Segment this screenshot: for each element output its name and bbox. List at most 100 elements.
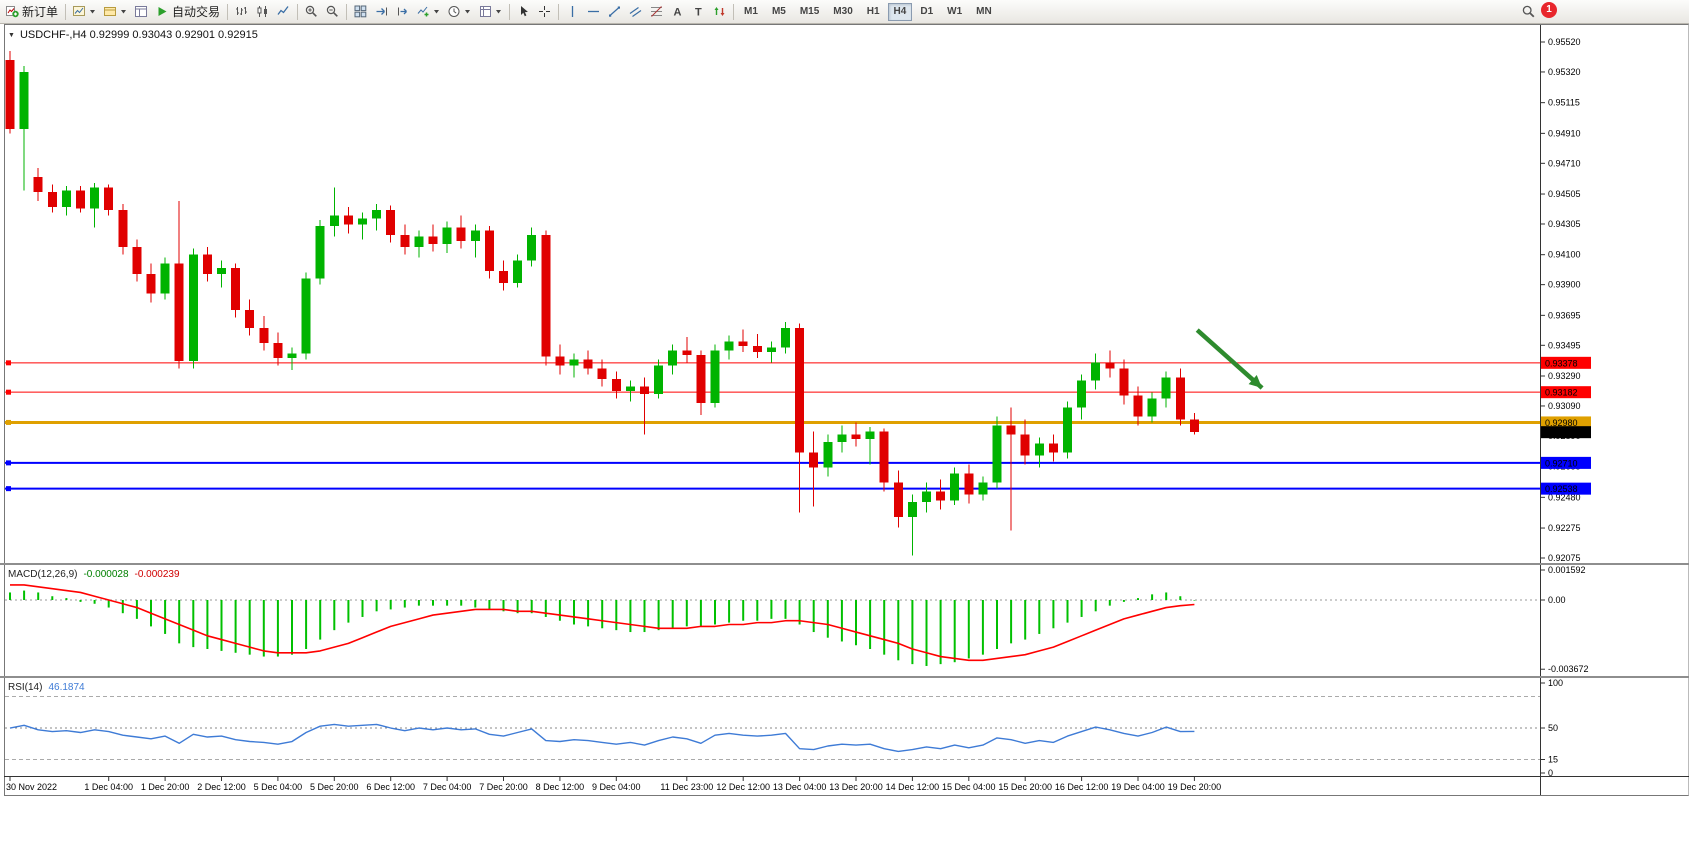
candle xyxy=(90,182,100,228)
candles-icon xyxy=(257,6,268,17)
timeframe-mn-button[interactable]: MN xyxy=(970,3,998,21)
rsi-panel-separator[interactable] xyxy=(0,676,1689,678)
candle xyxy=(795,323,805,513)
candle xyxy=(1034,437,1044,468)
text-tool-button[interactable]: A xyxy=(667,2,688,22)
new-order-button[interactable]: 新订单 xyxy=(2,2,62,22)
macd-name: MACD(12,26,9) xyxy=(8,569,78,580)
periods-button[interactable] xyxy=(444,2,475,22)
candle xyxy=(1105,350,1115,378)
candle xyxy=(1175,368,1185,426)
candle xyxy=(766,341,776,363)
data-window-button[interactable] xyxy=(131,2,152,22)
candle xyxy=(1077,374,1087,420)
toolbar: 新订单 自动交易 A T M1 M5 M15 M30 H1 H4 D1 W1 MN xyxy=(0,0,1689,24)
labelT-icon: T xyxy=(695,7,702,19)
zoom-in-button[interactable] xyxy=(301,2,322,22)
vertical-line-tool-button[interactable] xyxy=(562,2,583,22)
candle xyxy=(611,371,621,399)
timeframe-h4-button[interactable]: H4 xyxy=(887,2,913,21)
timeframe-m5-button[interactable]: M5 xyxy=(766,3,792,21)
new-chart-icon xyxy=(73,6,86,16)
candle xyxy=(245,299,255,336)
zoom-out-button[interactable] xyxy=(322,2,343,22)
arrows-tool-button[interactable] xyxy=(709,2,730,22)
timeframe-m1-button[interactable]: M1 xyxy=(738,3,764,21)
data-window-icon xyxy=(135,6,148,17)
candlestick-chart-type-button[interactable] xyxy=(252,2,273,22)
dropdown-arrow-icon xyxy=(121,10,127,14)
crosshair-tool-button[interactable] xyxy=(534,2,555,22)
candle xyxy=(823,434,833,477)
trend-arrow-annotation[interactable] xyxy=(1195,328,1264,390)
chart-menu-icon[interactable]: ▼ xyxy=(8,31,15,39)
toolbar-separator xyxy=(733,3,735,20)
rsi-line xyxy=(9,723,1195,753)
auto-trading-button[interactable]: 自动交易 xyxy=(152,2,224,22)
candle xyxy=(315,220,325,285)
clock-icon xyxy=(448,6,460,17)
time-axis[interactable] xyxy=(5,777,1540,795)
candle xyxy=(259,316,269,351)
candle xyxy=(61,185,71,216)
candle xyxy=(19,65,29,191)
search-button[interactable] xyxy=(1518,2,1539,22)
timeframe-h1-button[interactable]: H1 xyxy=(861,3,886,21)
horizontal-line[interactable] xyxy=(5,389,1540,395)
bar-chart-type-button[interactable] xyxy=(231,2,252,22)
candle xyxy=(358,212,367,240)
profiles-button[interactable] xyxy=(100,2,131,22)
macd-signal-line xyxy=(10,584,1195,662)
candle xyxy=(1119,359,1129,405)
macd-main-value: -0.000028 xyxy=(83,569,129,580)
candle xyxy=(527,227,537,267)
auto-scroll-button[interactable] xyxy=(371,2,392,22)
horizontal-line-tool-button[interactable] xyxy=(583,2,604,22)
candle xyxy=(400,224,410,255)
timeframe-m15-button[interactable]: M15 xyxy=(794,3,825,21)
channel-tool-button[interactable] xyxy=(625,2,646,22)
candle xyxy=(696,350,706,415)
tile-windows-button[interactable] xyxy=(350,2,371,22)
horizontal-line[interactable] xyxy=(5,486,1540,492)
horizontal-line[interactable] xyxy=(5,460,1540,466)
candle xyxy=(992,416,1002,489)
toolbar-separator xyxy=(558,3,560,20)
templates-button[interactable] xyxy=(475,2,506,22)
auto-trading-button-label: 自动交易 xyxy=(172,5,221,19)
zoomout-icon xyxy=(326,5,338,17)
candle xyxy=(710,344,720,408)
indicators-button[interactable] xyxy=(413,2,444,22)
label-tool-button[interactable]: T xyxy=(688,2,709,22)
new-order-icon xyxy=(6,6,19,18)
timeframe-m30-button[interactable]: M30 xyxy=(827,3,858,21)
trendline-tool-button[interactable] xyxy=(604,2,625,22)
candle xyxy=(555,344,565,375)
new-chart-button[interactable] xyxy=(69,2,100,22)
tile-icon xyxy=(354,5,367,18)
horizontal-line[interactable] xyxy=(5,360,1540,366)
candle xyxy=(104,184,114,216)
candle xyxy=(513,254,523,288)
line-chart-type-button[interactable] xyxy=(273,2,294,22)
templates-icon xyxy=(480,6,492,17)
autoscroll-icon xyxy=(376,7,388,16)
price-axis[interactable] xyxy=(1541,25,1689,776)
candle xyxy=(273,332,283,366)
notification-badge[interactable]: 1 xyxy=(1541,2,1557,18)
chart-shift-button[interactable] xyxy=(392,2,413,22)
play-icon xyxy=(158,7,167,16)
profiles-icon xyxy=(104,7,117,16)
candle xyxy=(372,203,382,231)
macd-panel-separator[interactable] xyxy=(0,563,1689,565)
horizontal-line[interactable] xyxy=(5,419,1540,425)
timeframe-d1-button[interactable]: D1 xyxy=(914,3,939,21)
candle xyxy=(1161,371,1171,408)
fibonacci-tool-button[interactable] xyxy=(646,2,667,22)
dropdown-arrow-icon xyxy=(465,10,471,14)
cursor-tool-button[interactable] xyxy=(513,2,534,22)
candle xyxy=(668,344,678,375)
candle xyxy=(837,425,847,453)
linechart-icon xyxy=(277,6,289,15)
timeframe-w1-button[interactable]: W1 xyxy=(941,3,968,21)
